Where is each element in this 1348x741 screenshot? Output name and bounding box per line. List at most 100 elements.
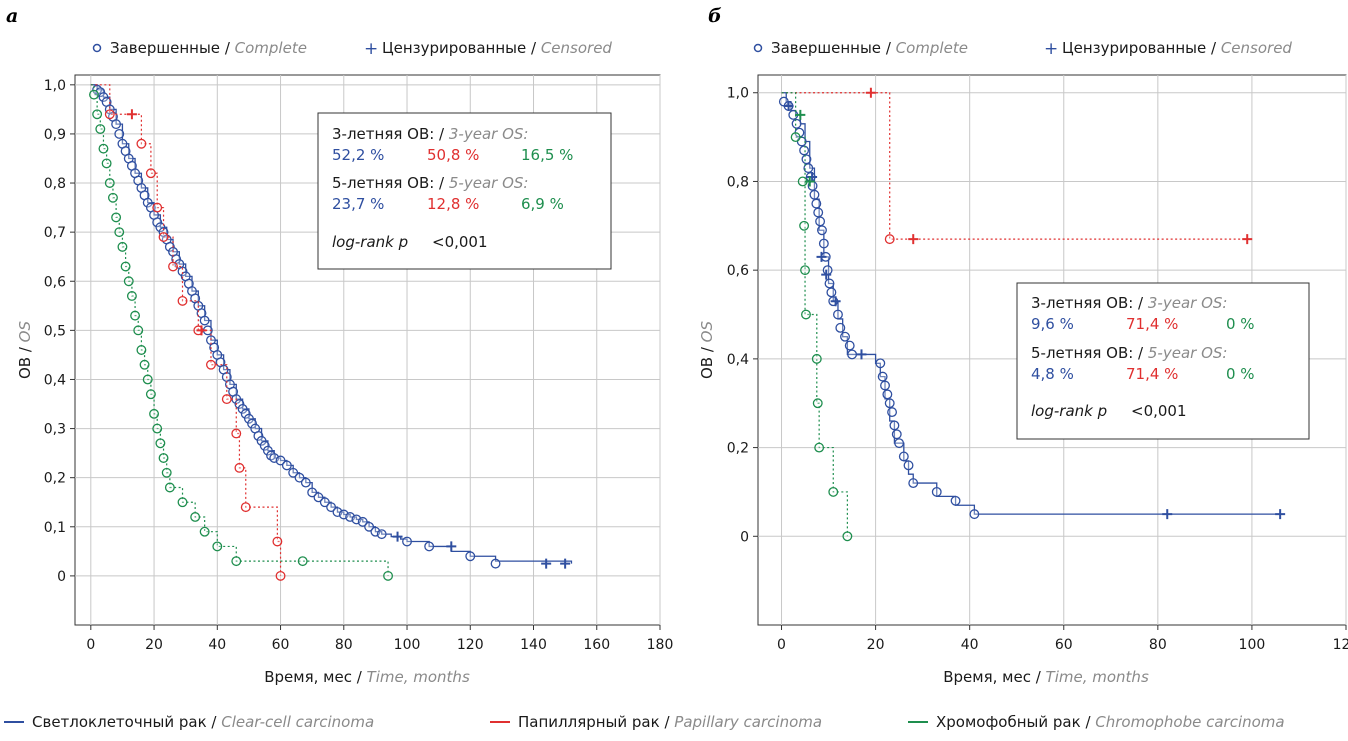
complete-point-chromophobe bbox=[107, 192, 118, 203]
complete-point-chromophobe bbox=[842, 531, 853, 542]
complete-point-chromophobe bbox=[161, 467, 172, 478]
censored-point-clear_cell bbox=[1162, 509, 1173, 520]
x-tick-label: 180 bbox=[647, 637, 674, 653]
complete-point-chromophobe bbox=[800, 265, 810, 276]
os5-clear-cell: 23,7 % bbox=[332, 195, 384, 213]
complete-point-clear_cell bbox=[875, 358, 886, 369]
x-tick-label: 20 bbox=[867, 637, 885, 653]
complete-point-chromophobe bbox=[152, 423, 163, 434]
censored-point-clear_cell bbox=[856, 349, 867, 360]
censored-point-papillary bbox=[196, 325, 207, 336]
censored-point-papillary bbox=[126, 109, 137, 120]
complete-point-clear_cell bbox=[152, 217, 163, 228]
complete-point-clear_cell bbox=[817, 225, 827, 236]
censored-point-papillary bbox=[865, 87, 876, 98]
censored-point-papillary bbox=[908, 234, 919, 245]
complete-point-clear_cell bbox=[259, 440, 270, 451]
complete-point-chromophobe bbox=[190, 512, 201, 522]
x-tick-label: 0 bbox=[777, 637, 786, 653]
y-tick-label: 0,5 bbox=[44, 323, 66, 339]
complete-point-chromophobe bbox=[139, 359, 150, 370]
complete-point-clear_cell bbox=[253, 430, 264, 441]
y-tick-label: 0,8 bbox=[727, 174, 749, 190]
y-tick-label: 0,2 bbox=[44, 471, 66, 487]
x-tick-label: 40 bbox=[961, 637, 979, 653]
complete-point-clear_cell bbox=[813, 207, 824, 218]
complete-point-chromophobe bbox=[114, 227, 125, 238]
series-line-chromophobe bbox=[90, 84, 389, 576]
x-tick-label: 160 bbox=[583, 637, 610, 653]
complete-point-chromophobe bbox=[95, 124, 106, 134]
os5-clear-cell: 4,8 % bbox=[1031, 365, 1074, 383]
censored-marker-icon: + bbox=[364, 39, 378, 59]
plot-a-ticks: 0 20 40 60 80 100 120 140 160 180 0 0,1 0,2 0,3 0,4 0,5… bbox=[44, 78, 674, 653]
logrank-value: <0,001 bbox=[432, 233, 488, 251]
y-tick-label: 0,7 bbox=[44, 225, 66, 241]
plot-a: 0 20 40 60 80 100 120 140 160 180 0 0,1 0,2 0,3 0,4 0,5… bbox=[16, 74, 674, 686]
complete-marker-icon bbox=[92, 43, 102, 53]
complete-point-clear_cell bbox=[840, 331, 850, 342]
complete-point-chromophobe bbox=[98, 143, 109, 154]
censored-point-clear_cell bbox=[541, 558, 552, 569]
plot-b-ticks: 0 20 40 60 80 100 120 0 0,2 0,4 0,6 0,8 1,0 bbox=[727, 86, 1348, 653]
complete-point-clear_cell bbox=[882, 389, 893, 400]
complete-point-chromophobe bbox=[89, 89, 99, 100]
complete-point-papillary bbox=[168, 261, 178, 272]
x-tick-label: 60 bbox=[272, 637, 290, 653]
x-tick-label: 60 bbox=[1055, 637, 1073, 653]
plot-a-grid bbox=[75, 75, 661, 625]
y-tick-label: 0 bbox=[740, 529, 749, 545]
complete-point-clear_cell bbox=[877, 371, 888, 382]
os3-clear-cell: 9,6 % bbox=[1031, 315, 1074, 333]
series-line-clear_cell bbox=[90, 84, 573, 564]
complete-point-clear_cell bbox=[931, 486, 942, 497]
censored-point-clear_cell bbox=[830, 296, 841, 307]
os3-papillary: 50,8 % bbox=[427, 146, 479, 164]
complete-point-clear_cell bbox=[880, 380, 890, 391]
legend-censored-ru: Цензурированные bbox=[1062, 39, 1206, 57]
complete-point-clear_cell bbox=[891, 429, 902, 440]
complete-point-clear_cell bbox=[884, 398, 895, 409]
os5-papillary: 12,8 % bbox=[427, 195, 479, 213]
y-tick-label: 0,2 bbox=[727, 441, 749, 457]
top-legend-b: Завершенные / Complete + Цензурированные… bbox=[753, 39, 1292, 59]
censored-point-clear_cell bbox=[560, 558, 571, 569]
complete-point-chromophobe bbox=[149, 408, 160, 419]
complete-point-clear_cell bbox=[177, 266, 188, 277]
y-tick-label: 0,1 bbox=[44, 520, 66, 536]
complete-point-clear_cell bbox=[155, 222, 166, 233]
complete-point-chromophobe bbox=[811, 353, 822, 364]
complete-point-clear_cell bbox=[950, 495, 961, 506]
complete-point-clear_cell bbox=[811, 198, 822, 209]
legend-censored-en: Censored bbox=[1221, 39, 1293, 57]
y-tick-label: 0,4 bbox=[727, 352, 749, 368]
legend-complete-en: Complete bbox=[235, 39, 307, 57]
x-tick-label: 100 bbox=[394, 637, 421, 653]
os3-papillary: 71,4 % bbox=[1126, 315, 1178, 333]
os3-clear-cell: 52,2 % bbox=[332, 146, 384, 164]
x-tick-label: 80 bbox=[335, 637, 353, 653]
complete-point-clear_cell bbox=[300, 477, 311, 488]
complete-point-chromophobe bbox=[383, 570, 394, 581]
complete-point-clear_cell bbox=[98, 92, 109, 103]
complete-point-papillary bbox=[206, 359, 216, 370]
svg-text:Папиллярный рак / Papillary ca: Папиллярный рак / Papillary carcinoma bbox=[518, 713, 822, 731]
x-tick-label: 0 bbox=[86, 637, 95, 653]
complete-point-clear_cell bbox=[247, 418, 258, 429]
complete-point-clear_cell bbox=[142, 197, 153, 208]
complete-point-clear_cell bbox=[969, 509, 980, 520]
plot-a-ylabel: ОВ / OS bbox=[16, 321, 34, 380]
censored-point-clear_cell bbox=[821, 269, 832, 280]
svg-text:Цензурированные / Censored: Цензурированные / Censored bbox=[1062, 39, 1292, 57]
complete-point-clear_cell bbox=[887, 407, 898, 418]
y-tick-label: 0,6 bbox=[727, 263, 749, 279]
complete-point-clear_cell bbox=[465, 551, 476, 562]
complete-point-clear_cell bbox=[307, 487, 318, 498]
y-tick-label: 1,0 bbox=[727, 86, 749, 102]
complete-point-clear_cell bbox=[490, 558, 501, 569]
plot-a-series bbox=[89, 84, 573, 581]
panel-letter-a: а bbox=[6, 5, 18, 27]
censored-point-chromophobe bbox=[804, 176, 815, 187]
x-tick-label: 120 bbox=[1333, 637, 1348, 653]
